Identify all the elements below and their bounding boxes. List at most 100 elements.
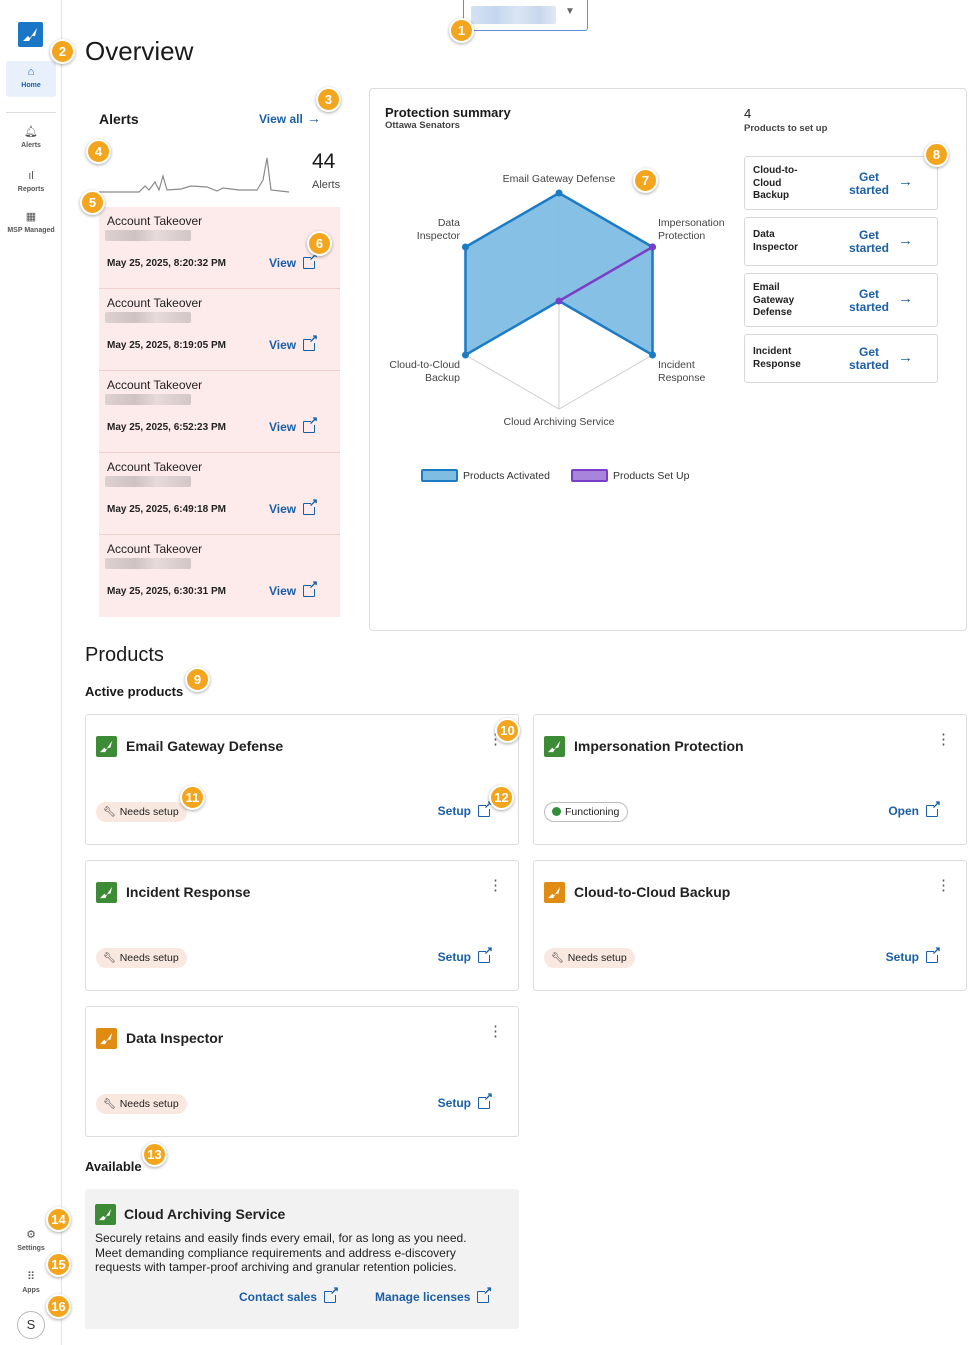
product-name: Incident Response <box>126 884 251 900</box>
sidebar-item-msp-managed[interactable]: ▦ MSP Managed <box>7 211 55 234</box>
bell-icon: 🔔︎ <box>24 126 38 138</box>
axis-label-impersonation-2: Protection <box>658 230 705 242</box>
sidebar-item-alerts[interactable]: 🔔︎ Alerts <box>6 121 56 157</box>
get-started-link[interactable]: Get started <box>849 170 890 197</box>
external-link-icon <box>303 252 318 269</box>
legend-swatch-activated <box>421 469 458 482</box>
product-name: Data Inspector <box>126 1030 224 1046</box>
setup-card-data-inspector[interactable]: Data Inspector Get started → <box>744 217 938 266</box>
marker-1: 1 <box>449 18 474 43</box>
marker-13: 13 <box>142 1142 167 1167</box>
marker-16: 16 <box>46 1294 71 1319</box>
sidebar-item-apps[interactable]: ⠿ Apps <box>6 1266 56 1302</box>
setup-card-name: Incident Response <box>753 346 801 370</box>
alert-type: Account Takeover <box>107 460 203 474</box>
legend-label: Products Activated <box>463 470 550 482</box>
marker-2: 2 <box>50 39 75 64</box>
status-badge: Functioning <box>544 802 629 822</box>
more-options-icon[interactable]: ⋮ <box>488 731 503 748</box>
product-action-link[interactable]: Setup <box>886 946 941 964</box>
redacted-user <box>105 312 191 323</box>
radar-point-setup <box>555 297 563 305</box>
external-link-icon <box>478 946 493 963</box>
product-action-link[interactable]: Setup <box>438 800 493 818</box>
external-link-icon <box>303 416 318 433</box>
protection-summary-subtitle: Ottawa Senators <box>385 120 460 131</box>
external-link-icon <box>303 580 318 597</box>
axis-label-archiving: Cloud Archiving Service <box>504 416 615 428</box>
more-options-icon[interactable]: ⋮ <box>488 1023 503 1040</box>
wrench-icon: 🔧︎ <box>103 807 116 818</box>
alert-view-link[interactable]: View <box>269 498 318 516</box>
wrench-icon: 🔧︎ <box>103 1099 116 1110</box>
sidebar-item-reports[interactable]: ıl Reports <box>6 165 56 201</box>
legend-swatch-setup <box>571 469 608 482</box>
status-badge: 🔧︎ Needs setup <box>96 948 187 968</box>
product-card-email-gateway: Email Gateway Defense ⋮ 🔧︎ Needs setup Se… <box>85 714 519 845</box>
alert-view-link[interactable]: View <box>269 252 318 270</box>
product-card-c2c-backup: Cloud-to-Cloud Backup ⋮ 🔧︎ Needs setup Se… <box>533 860 967 991</box>
redacted-user <box>105 394 191 405</box>
sidebar-item-home[interactable]: ⌂ Home <box>6 61 56 97</box>
status-badge: 🔧︎ Needs setup <box>544 948 635 968</box>
redacted-user <box>105 558 191 569</box>
alert-view-link[interactable]: View <box>269 334 318 352</box>
alert-view-link[interactable]: View <box>269 416 318 434</box>
alert-type: Account Takeover <box>107 296 203 310</box>
setup-card-name: Email Gateway Defense <box>753 282 795 318</box>
view-all-alerts-link[interactable]: View all → <box>259 110 321 126</box>
product-action-link[interactable]: Open <box>888 800 941 818</box>
setup-card-name: Cloud-to- Cloud Backup <box>753 165 798 201</box>
product-action-link[interactable]: Setup <box>438 1092 493 1110</box>
redacted-user <box>105 476 191 487</box>
setup-card-email-gateway[interactable]: Email Gateway Defense Get started → <box>744 273 938 327</box>
view-all-label: View all <box>259 112 303 126</box>
alert-item: Account Takeover May 25, 2025, 8:20:32 P… <box>99 207 340 289</box>
legend-setup[interactable]: Products Set Up <box>571 469 689 482</box>
protection-summary-card: Protection summary Ottawa Senators Email… <box>369 88 967 631</box>
more-options-icon[interactable]: ⋮ <box>936 877 951 894</box>
products-to-setup-count: 4 <box>744 106 752 121</box>
sidebar-item-settings[interactable]: ⚙ Settings <box>6 1224 56 1260</box>
account-selector[interactable]: ▼ <box>463 0 588 31</box>
alerts-title: Alerts <box>99 111 139 127</box>
alert-view-link[interactable]: View <box>269 580 318 598</box>
marker-8: 8 <box>924 142 949 167</box>
manage-licenses-link[interactable]: Manage licenses <box>375 1286 492 1304</box>
axis-label-incident-2: Response <box>658 372 705 384</box>
product-action-link[interactable]: Setup <box>438 946 493 964</box>
product-name: Impersonation Protection <box>574 738 744 754</box>
axis-label-data-inspector-2: Inspector <box>417 230 461 242</box>
arrow-right-icon: → <box>306 110 321 126</box>
contact-sales-link[interactable]: Contact sales <box>239 1286 339 1304</box>
products-to-setup-label: Products to set up <box>744 123 828 134</box>
more-options-icon[interactable]: ⋮ <box>936 731 951 748</box>
avatar[interactable]: S <box>17 1311 45 1339</box>
product-card-impersonation: Impersonation Protection ⋮ Functioning O… <box>533 714 967 845</box>
get-started-link[interactable]: Get started <box>849 228 890 255</box>
setup-card-c2c[interactable]: Cloud-to- Cloud Backup Get started → <box>744 156 938 210</box>
external-link-icon <box>477 1286 492 1303</box>
view-label: View <box>269 502 297 516</box>
alert-item: Account Takeover May 25, 2025, 6:52:23 P… <box>99 371 340 453</box>
legend-activated[interactable]: Products Activated <box>421 469 550 482</box>
axis-label-data-inspector-1: Data <box>438 217 460 229</box>
alert-item: Account Takeover May 25, 2025, 6:30:31 P… <box>99 535 340 617</box>
grid-icon: ⠿ <box>26 1271 36 1283</box>
alert-item: Account Takeover May 25, 2025, 6:49:18 P… <box>99 453 340 535</box>
get-started-link[interactable]: Get started <box>849 287 890 314</box>
status-badge: 🔧︎ Needs setup <box>96 802 187 822</box>
arrow-right-icon: → <box>898 173 913 190</box>
product-card-data-inspector: Data Inspector ⋮ 🔧︎ Needs setup Setup <box>85 1006 519 1137</box>
marker-9: 9 <box>185 667 210 692</box>
sidebar: ⌂ Home 🔔︎ Alerts ıl Reports ▦ MSP Manage… <box>0 0 62 1345</box>
setup-card-name: Data Inspector <box>753 229 799 253</box>
setup-card-incident-response[interactable]: Incident Response Get started → <box>744 334 938 383</box>
get-started-link[interactable]: Get started <box>849 345 890 372</box>
sidebar-divider <box>6 112 56 113</box>
marker-6: 6 <box>307 231 332 256</box>
barracuda-logo[interactable] <box>18 22 43 47</box>
more-options-icon[interactable]: ⋮ <box>488 877 503 894</box>
radar-point-activated <box>461 351 469 359</box>
status-badge: 🔧︎ Needs setup <box>96 1094 187 1114</box>
